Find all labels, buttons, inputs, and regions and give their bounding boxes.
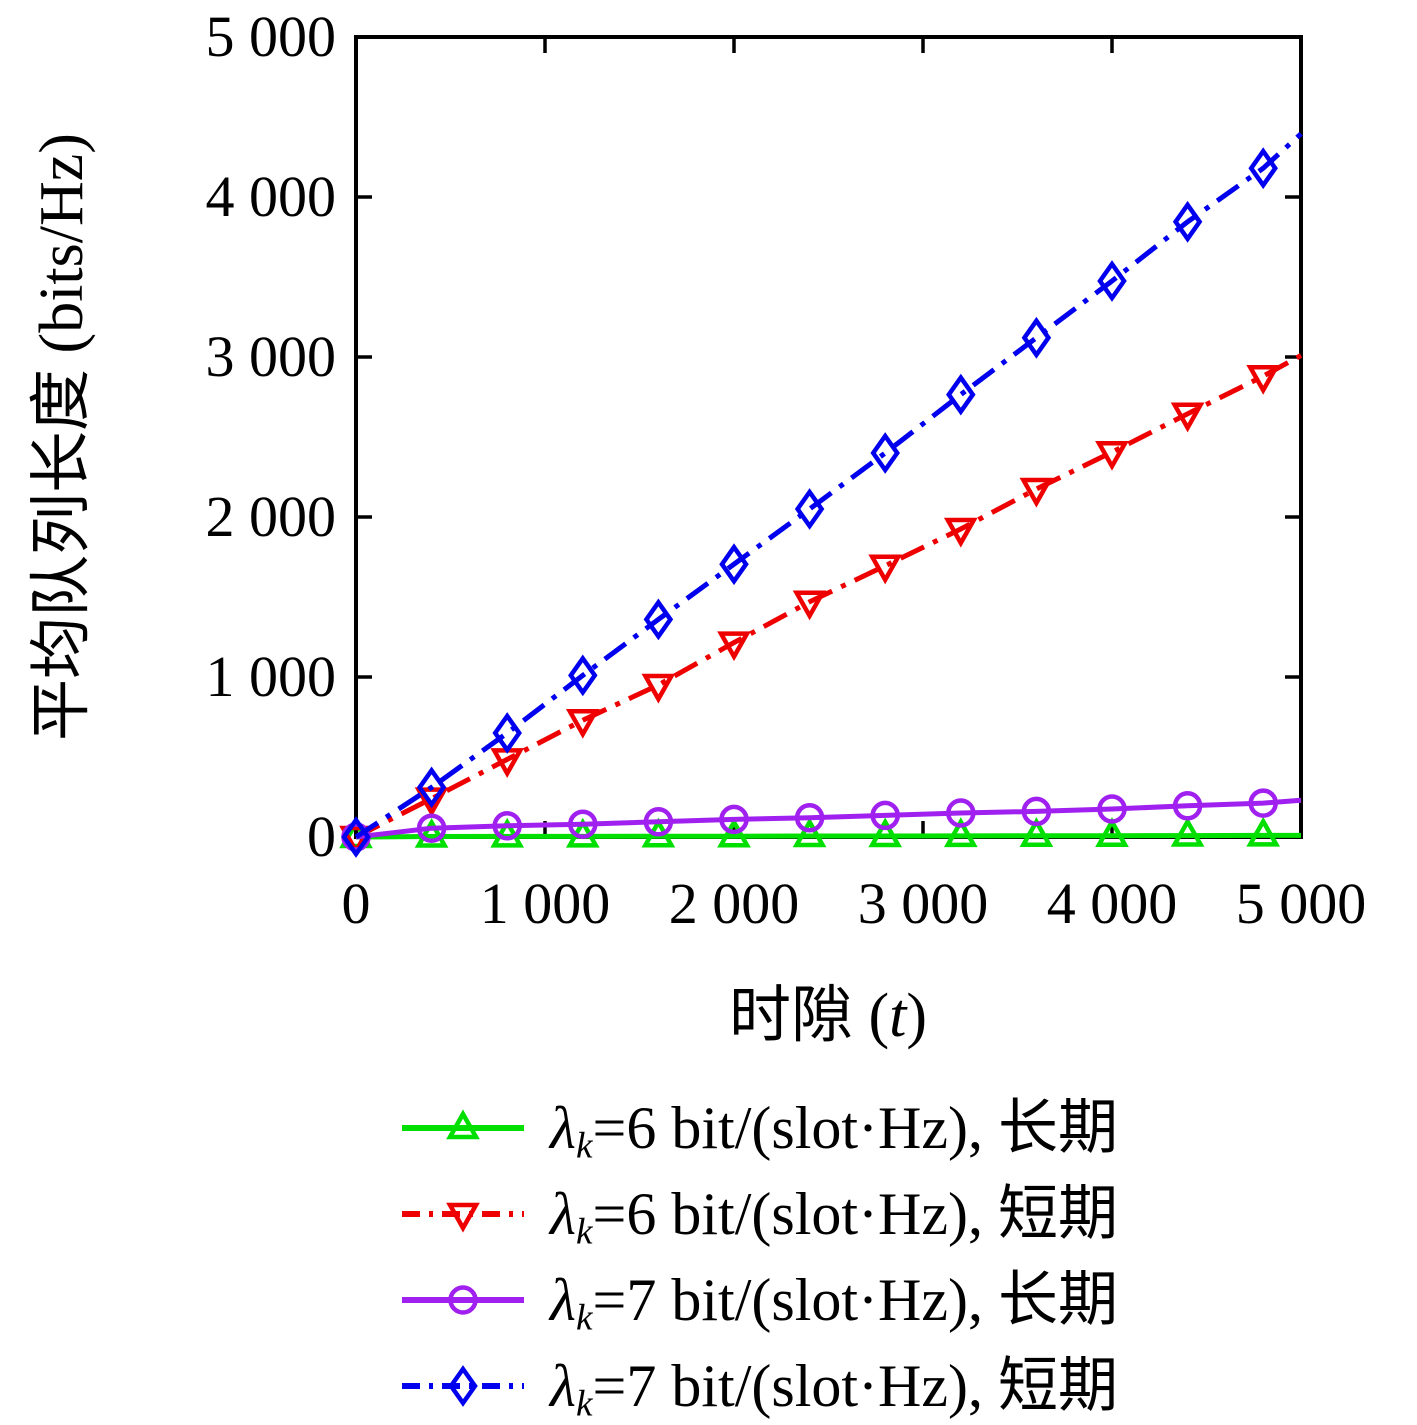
series-marker-3 bbox=[1248, 147, 1278, 190]
legend-marker bbox=[448, 1365, 478, 1407]
label-part: =6 bit/(slot·Hz), 短期 bbox=[592, 1181, 1118, 1247]
series-marker-1 bbox=[339, 825, 373, 856]
series-marker-3 bbox=[643, 598, 674, 641]
series-marker-2 bbox=[1172, 791, 1203, 821]
x-tick-label: 3 000 bbox=[857, 871, 989, 936]
label-part: =7 bit/(slot·Hz), 长期 bbox=[592, 1267, 1118, 1333]
series-marker-2 bbox=[1248, 788, 1278, 818]
legend-marker bbox=[448, 1285, 478, 1315]
label-part: λ bbox=[550, 1267, 576, 1333]
label-part: k bbox=[576, 1383, 593, 1425]
series-marker-1 bbox=[943, 517, 978, 548]
label-part: ) bbox=[906, 982, 928, 1050]
series-marker-1 bbox=[1170, 402, 1205, 433]
series-marker-0 bbox=[1246, 816, 1281, 847]
series-marker-2 bbox=[416, 813, 447, 843]
series-marker-2 bbox=[719, 804, 749, 835]
legend-label-0: λk=6 bit/(slot·Hz), 长期 bbox=[550, 1095, 1118, 1164]
series-marker-3 bbox=[416, 766, 447, 809]
series-marker-3 bbox=[1097, 260, 1127, 302]
series-line-0 bbox=[355, 832, 1301, 840]
y-tick-label: 3 000 bbox=[205, 324, 337, 389]
series-marker-3 bbox=[568, 654, 598, 697]
x-tick-label: 0 bbox=[341, 871, 371, 936]
label-part: λ bbox=[550, 1353, 576, 1419]
x-axis-title: 时隙 (t) bbox=[729, 985, 927, 1047]
series-marker-0 bbox=[1095, 817, 1129, 847]
label-part: λ bbox=[550, 1095, 576, 1161]
series-marker-1 bbox=[717, 631, 751, 662]
series-marker-1 bbox=[565, 708, 600, 739]
series-marker-1 bbox=[1019, 477, 1054, 508]
legend-row-3: λk=7 bit/(slot·Hz), 短期 bbox=[398, 1343, 1118, 1425]
label-part: t bbox=[889, 982, 907, 1050]
series-marker-3 bbox=[492, 712, 522, 754]
y-tick-label: 0 bbox=[307, 804, 336, 869]
legend-marker bbox=[446, 1109, 480, 1140]
legend-label-2: λk=7 bit/(slot·Hz), 长期 bbox=[550, 1267, 1118, 1336]
series-marker-0 bbox=[943, 817, 978, 848]
series-marker-0 bbox=[717, 817, 751, 848]
label-part: k bbox=[576, 1125, 593, 1167]
series-marker-3 bbox=[341, 816, 371, 858]
y-tick-label: 5 000 bbox=[205, 4, 337, 69]
series-marker-1 bbox=[792, 590, 827, 621]
y-tick-label: 2 000 bbox=[205, 484, 337, 549]
series-marker-3 bbox=[794, 488, 825, 530]
series-marker-2 bbox=[1097, 794, 1127, 824]
y-tick-label: 4 000 bbox=[205, 164, 337, 229]
series-marker-2 bbox=[1021, 796, 1052, 827]
legend-label-3: λk=7 bit/(slot·Hz), 短期 bbox=[550, 1353, 1118, 1422]
series-marker-2 bbox=[643, 807, 674, 837]
series-marker-2 bbox=[870, 800, 900, 831]
y-tick-label: 1 000 bbox=[205, 644, 337, 709]
label-part: λ bbox=[550, 1181, 576, 1247]
legend-row-2: λk=7 bit/(slot·Hz), 长期 bbox=[398, 1257, 1118, 1343]
label-part: 时隙 ( bbox=[728, 982, 890, 1050]
series-marker-0 bbox=[792, 817, 827, 848]
series-marker-1 bbox=[868, 554, 903, 585]
label-part: =7 bit/(slot·Hz), 短期 bbox=[592, 1353, 1118, 1419]
legend-row-0: λk=6 bit/(slot·Hz), 长期 bbox=[398, 1085, 1118, 1171]
series-marker-3 bbox=[719, 543, 749, 586]
x-tick-label: 5 000 bbox=[1235, 871, 1367, 936]
x-tick-label: 2 000 bbox=[668, 871, 800, 936]
legend-sample-line bbox=[402, 1202, 524, 1233]
series-marker-2 bbox=[568, 809, 598, 839]
legend-marker bbox=[446, 1202, 480, 1233]
series-marker-2 bbox=[492, 811, 522, 841]
series-marker-2 bbox=[794, 803, 825, 833]
series-marker-0 bbox=[414, 817, 449, 848]
series-marker-0 bbox=[1170, 816, 1205, 847]
legend-sample-line bbox=[402, 1285, 524, 1315]
x-tick-label: 1 000 bbox=[479, 871, 611, 936]
series-marker-1 bbox=[1095, 440, 1129, 471]
y-axis-title: 平均队列长度 (bits/Hz) bbox=[28, 133, 96, 741]
series-marker-0 bbox=[1019, 817, 1054, 847]
legend-sample-line bbox=[402, 1365, 524, 1407]
series-marker-2 bbox=[946, 798, 976, 828]
series-marker-3 bbox=[946, 373, 976, 416]
series-marker-0 bbox=[868, 817, 903, 848]
label-part: k bbox=[576, 1211, 593, 1253]
legend-row-1: λk=6 bit/(slot·Hz), 短期 bbox=[398, 1171, 1118, 1257]
series-marker-3 bbox=[1021, 316, 1052, 359]
legend-label-1: λk=6 bit/(slot·Hz), 短期 bbox=[550, 1181, 1118, 1250]
series-marker-3 bbox=[1172, 200, 1203, 243]
x-tick-label: 4 000 bbox=[1046, 871, 1178, 936]
series-marker-1 bbox=[1246, 364, 1281, 395]
series-line-1 bbox=[354, 353, 1303, 840]
plot-frame bbox=[354, 35, 1303, 839]
series-marker-1 bbox=[641, 673, 676, 704]
legend: λk=6 bit/(slot·Hz), 长期 λk=6 bit/(slot·Hz)… bbox=[398, 1085, 1118, 1425]
label-part: =6 bit/(slot·Hz), 长期 bbox=[592, 1095, 1118, 1161]
legend-sample-line bbox=[402, 1109, 524, 1140]
label-part: k bbox=[576, 1297, 593, 1339]
series-marker-3 bbox=[870, 432, 900, 474]
